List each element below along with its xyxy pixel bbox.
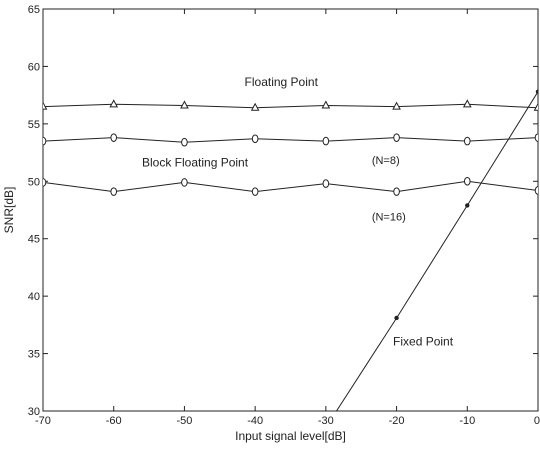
diamond-marker (181, 178, 188, 187)
x-axis-ticks: -70 -60 -50 -40 -30 -20 -10 0 (35, 9, 540, 427)
triangle-marker (250, 102, 260, 111)
annotation-label: Floating Point (245, 75, 319, 89)
x-tick-label: -20 (389, 415, 405, 427)
y-tick-label: 45 (28, 234, 40, 246)
diamond-marker (463, 136, 471, 146)
series-floating (43, 99, 538, 111)
y-axis-ticks: 30 35 40 45 50 55 60 65 (28, 4, 538, 418)
triangle-marker (43, 101, 48, 110)
triangle-marker (180, 100, 189, 109)
plot-frame (42, 8, 539, 412)
diamond-marker (110, 133, 118, 142)
diamond-marker (251, 134, 259, 144)
triangle-marker (321, 100, 331, 109)
series-fixed (336, 89, 538, 411)
y-tick-label: 30 (28, 406, 40, 418)
diamond-marker (43, 136, 47, 146)
series-line-bfp_n8 (43, 137, 538, 143)
series-line-floating (43, 103, 538, 109)
series-line-bfp_n16 (43, 180, 538, 193)
x-tick-label: -50 (176, 415, 192, 427)
triangle-marker (462, 99, 472, 108)
x-axis-label: Input signal level[dB] (235, 429, 346, 443)
plot-area (42, 8, 539, 412)
diamond-marker (393, 187, 400, 196)
diamond-marker (393, 133, 400, 142)
y-tick-label: 60 (28, 61, 40, 73)
dot-marker (465, 203, 470, 208)
series-line-fixed (336, 91, 538, 411)
x-tick-label: -70 (35, 415, 51, 427)
annotation-label: Block Floating Point (142, 155, 249, 169)
series-bfp_n8 (43, 133, 538, 147)
dot-marker (535, 89, 538, 94)
triangle-marker (392, 101, 401, 110)
y-tick-label: 40 (28, 291, 40, 303)
y-axis-label: SNR[dB] (2, 187, 16, 234)
diamond-marker (181, 137, 188, 147)
diamond-marker (43, 178, 47, 187)
x-tick-label: 0 (534, 415, 540, 427)
diamond-marker (463, 176, 471, 186)
y-tick-label: 65 (28, 4, 40, 16)
triangle-marker (533, 102, 538, 111)
diamond-marker (322, 136, 330, 146)
x-tick-label: -10 (459, 415, 475, 427)
annotations: Floating Point (N=8) Block Floating Point (… (142, 75, 454, 349)
annotation-label: (N=8) (372, 155, 400, 167)
diamond-marker (322, 179, 330, 188)
y-tick-label: 50 (28, 176, 40, 188)
diamond-marker (534, 186, 538, 195)
diamond-marker (534, 133, 538, 142)
annotation-label: Fixed Point (393, 335, 454, 349)
y-tick-label: 55 (28, 119, 40, 131)
series-layer (43, 89, 538, 411)
x-tick-label: -30 (318, 415, 334, 427)
diamond-marker (110, 187, 118, 196)
dot-marker (394, 315, 399, 321)
series-bfp_n16 (43, 176, 538, 196)
x-tick-label: -40 (247, 415, 263, 427)
y-tick-label: 35 (28, 349, 40, 361)
annotation-label: (N=16) (372, 211, 406, 223)
diamond-marker (251, 187, 259, 196)
x-tick-label: -60 (106, 415, 122, 427)
triangle-marker (109, 99, 119, 108)
